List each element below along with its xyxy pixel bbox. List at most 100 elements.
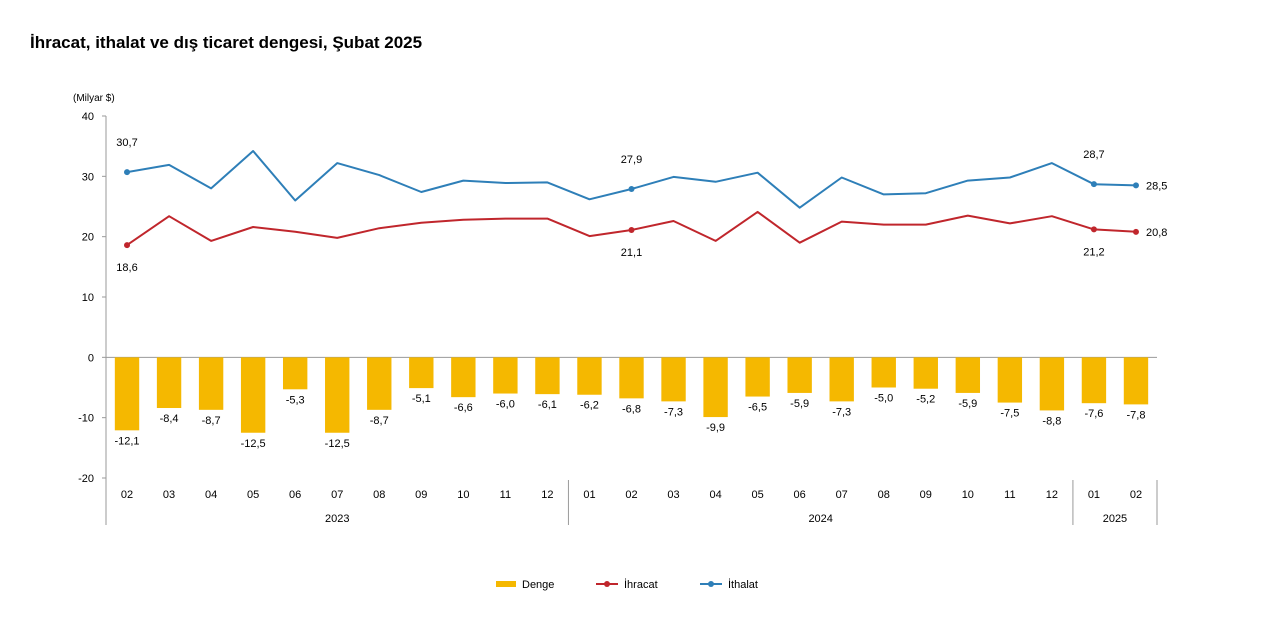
- x-tick-label: 04: [709, 489, 721, 501]
- denge-bar: [156, 357, 182, 409]
- denge-bar: [619, 357, 644, 399]
- x-group-label: 2024: [808, 513, 832, 525]
- x-tick-label: 03: [667, 489, 679, 501]
- x-tick-label: 12: [541, 489, 553, 501]
- x-tick-label: 11: [1004, 489, 1015, 501]
- ihracat-data-label: 20,8: [1146, 227, 1167, 239]
- denge-bar: [577, 357, 602, 395]
- bars-layer: [114, 357, 1149, 433]
- axes: 40 30 20 10 0 -10 -20: [78, 111, 1157, 525]
- denge-data-label: -12,1: [114, 435, 139, 447]
- denge-data-label: -5,1: [412, 393, 431, 405]
- denge-data-label: -7,3: [832, 406, 851, 418]
- x-group-label: 2023: [325, 513, 349, 525]
- x-tick-label: 08: [878, 489, 890, 501]
- denge-data-label: -6,5: [748, 402, 767, 414]
- x-tick-label: 03: [163, 489, 175, 501]
- denge-data-label: -5,3: [286, 394, 305, 406]
- denge-bar: [451, 357, 476, 398]
- ithalat-point: [1132, 182, 1139, 189]
- x-tick-label: 12: [1046, 489, 1058, 501]
- denge-bar: [955, 357, 981, 393]
- denge-bar: [198, 357, 224, 410]
- denge-data-label: -6,0: [496, 399, 515, 411]
- denge-bar: [661, 357, 686, 402]
- denge-data-label: -7,5: [1000, 408, 1019, 420]
- chart-title: İhracat, ithalat ve dış ticaret dengesi,…: [30, 33, 423, 52]
- x-tick-label: 08: [373, 489, 385, 501]
- denge-data-label: -6,1: [538, 399, 557, 411]
- ihracat-data-label: 18,6: [116, 262, 137, 274]
- denge-data-label: -8,7: [202, 415, 221, 427]
- legend-ithalat-label: İthalat: [728, 578, 758, 591]
- denge-data-label: -6,6: [454, 402, 473, 414]
- data-labels-layer: -12,1 -8,4 -8,7 -12,5 -5,3 -12,5 -8,7 -5,1 -6,6 -…: [114, 137, 1167, 450]
- denge-data-label: -7,8: [1126, 409, 1145, 421]
- ithalat-point: [628, 186, 635, 193]
- ithalat-data-label: 30,7: [116, 137, 137, 149]
- denge-bar: [829, 357, 854, 402]
- denge-bar: [787, 357, 812, 393]
- ithalat-data-label: 27,9: [621, 154, 642, 166]
- y-tick-label: -10: [78, 413, 94, 425]
- ithalat-point: [1090, 181, 1097, 188]
- denge-bar: [871, 357, 896, 388]
- denge-data-label: -5,9: [790, 398, 809, 410]
- denge-bar: [535, 357, 560, 395]
- ithalat-data-label: 28,7: [1083, 149, 1104, 161]
- denge-bar: [1039, 357, 1065, 411]
- lines-layer: [124, 150, 1139, 249]
- ihracat-point: [1090, 226, 1097, 233]
- y-tick-label: 20: [82, 232, 94, 244]
- x-tick-label: 05: [247, 489, 259, 501]
- denge-data-label: -8,4: [160, 413, 179, 425]
- denge-bar: [114, 357, 140, 431]
- legend-denge-label: Denge: [522, 579, 554, 591]
- x-tick-label: 02: [1130, 489, 1142, 501]
- denge-data-label: -7,3: [664, 406, 683, 418]
- legend: Denge İhracat İthalat: [496, 578, 758, 591]
- y-tick-label: -20: [78, 473, 94, 485]
- x-tick-label: 06: [289, 489, 301, 501]
- denge-bar: [913, 357, 938, 389]
- denge-data-label: -9,9: [706, 422, 725, 434]
- x-tick-label: 09: [415, 489, 427, 501]
- denge-bar: [409, 357, 434, 389]
- denge-bar: [282, 357, 308, 390]
- legend-ithalat-marker: [708, 581, 714, 587]
- denge-data-label: -6,2: [580, 400, 599, 412]
- x-tick-label: 04: [205, 489, 217, 501]
- denge-bar: [367, 357, 392, 410]
- denge-bar: [325, 357, 350, 433]
- y-tick-label: 30: [82, 171, 94, 183]
- y-tick-label: 10: [82, 292, 94, 304]
- x-tick-label: 06: [794, 489, 806, 501]
- x-tick-label: 01: [583, 489, 595, 501]
- ihracat-data-label: 21,1: [621, 247, 642, 259]
- x-tick-label: 07: [836, 489, 848, 501]
- denge-data-label: -12,5: [325, 438, 350, 450]
- x-tick-label: 11: [500, 489, 511, 501]
- ihracat-point: [628, 227, 635, 234]
- y-tick-label: 40: [82, 111, 94, 123]
- x-tick-label: 01: [1088, 489, 1100, 501]
- x-tick-label: 09: [920, 489, 932, 501]
- legend-denge-swatch: [496, 581, 516, 587]
- x-tick-label: 10: [457, 489, 469, 501]
- y-axis-unit-label: (Milyar $): [73, 93, 115, 104]
- denge-data-label: -5,9: [958, 398, 977, 410]
- y-tick-label: 0: [88, 352, 94, 364]
- x-axis: 02 03 04 05 06 07 08 09 10 11 12 01 02 03 04 05 06 07 08 09…: [121, 480, 1158, 525]
- ihracat-point: [1132, 228, 1139, 235]
- ihracat-point: [124, 242, 131, 249]
- ihracat-data-label: 21,2: [1083, 246, 1104, 258]
- denge-bar: [997, 357, 1023, 403]
- denge-data-label: -12,5: [241, 438, 266, 450]
- denge-bar: [240, 357, 266, 433]
- denge-data-label: -5,2: [916, 394, 935, 406]
- denge-data-label: -7,6: [1084, 408, 1103, 420]
- denge-bar: [1081, 357, 1107, 404]
- ithalat-point: [124, 169, 131, 176]
- x-tick-label: 02: [121, 489, 133, 501]
- denge-data-label: -5,0: [874, 393, 893, 405]
